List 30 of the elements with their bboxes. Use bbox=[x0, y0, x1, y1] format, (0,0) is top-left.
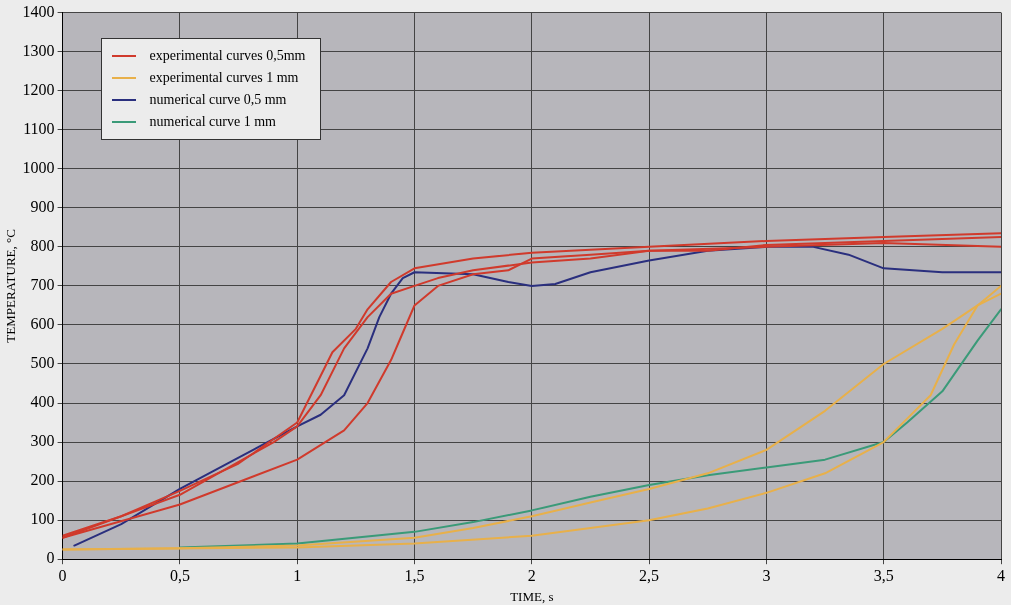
x-tick-label: 2 bbox=[527, 567, 536, 584]
y-tick-label: 100 bbox=[30, 510, 55, 528]
y-tick-label: 0 bbox=[46, 549, 55, 567]
y-tick-label: 800 bbox=[30, 237, 55, 255]
legend-label: numerical curve 0,5 mm bbox=[149, 91, 287, 108]
x-tick-label: 1,5 bbox=[404, 567, 425, 584]
y-tick-label: 600 bbox=[30, 315, 55, 333]
x-tick-label: 3,5 bbox=[873, 567, 894, 584]
y-tick-label: 1300 bbox=[22, 41, 55, 59]
y-tick-label: 1100 bbox=[23, 119, 55, 137]
y-axis-title: TEMPERATURE, °C bbox=[3, 229, 19, 343]
y-tick-label: 1200 bbox=[22, 80, 55, 98]
y-tick-label: 300 bbox=[30, 432, 55, 450]
y-tick-label: 900 bbox=[30, 198, 55, 216]
y-tick-label: 500 bbox=[30, 354, 55, 372]
y-tick-label: 700 bbox=[30, 276, 55, 294]
x-tick-label: 2,5 bbox=[639, 567, 660, 584]
x-tick-label: 1 bbox=[293, 567, 302, 584]
y-tick-label: 400 bbox=[30, 393, 55, 411]
x-tick-label: 4 bbox=[997, 567, 1005, 584]
legend-label: numerical curve 1 mm bbox=[149, 113, 276, 130]
x-tick-label: 3 bbox=[762, 567, 771, 584]
x-tick-label: 0 bbox=[58, 567, 67, 584]
y-tick-label: 1400 bbox=[22, 2, 55, 20]
y-tick-label: 1000 bbox=[22, 158, 55, 176]
x-tick-label: 0,5 bbox=[169, 567, 190, 584]
legend-label: experimental curves 0,5mm bbox=[149, 47, 306, 64]
y-tick-label: 200 bbox=[30, 471, 55, 489]
legend-label: experimental curves 1 mm bbox=[149, 69, 299, 86]
x-axis-title: TIME, s bbox=[510, 588, 554, 604]
